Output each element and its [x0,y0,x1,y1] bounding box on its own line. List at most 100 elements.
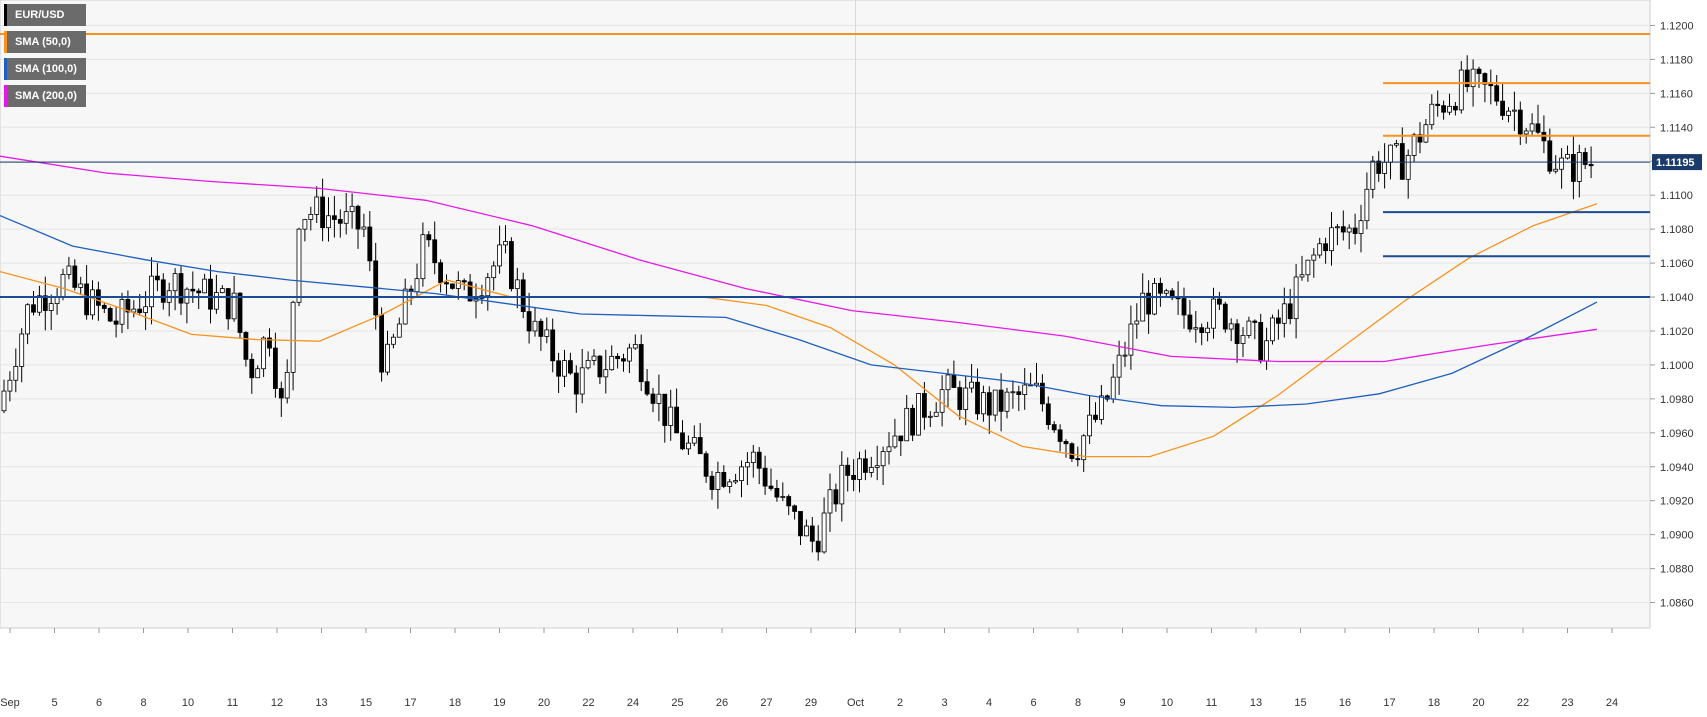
candle-body [1281,303,1287,324]
candle-body [119,298,125,325]
x-tick-label: Sep [0,697,20,709]
x-tick-label: 18 [449,697,461,709]
candle-body [160,279,166,303]
x-tick-label: 15 [360,697,372,709]
candle-body [727,481,733,487]
candle-body [1523,130,1529,135]
x-tick-label: 8 [140,697,146,709]
candle-body [337,219,343,224]
legend-label-sma50: SMA (50,0) [15,36,71,48]
candle-body [1016,391,1022,395]
candle-body [638,344,644,383]
candle-body [1394,143,1399,146]
candle-body [1146,292,1151,315]
y-tick-label: 1.1080 [1660,224,1694,236]
legend-swatch-symbol [4,4,7,26]
x-tick-label: 10 [1161,697,1173,709]
y-tick-label: 1.1140 [1660,122,1693,134]
candle-body [1305,259,1311,276]
candle-body [1323,243,1328,252]
y-tick-label: 1.0980 [1660,394,1694,406]
candle-body [455,280,461,289]
candle-body [231,292,237,320]
candle-body [1335,226,1340,229]
candle-body [1317,243,1323,256]
candle-body [414,278,420,293]
candle-body [72,265,78,288]
legend: EUR/USD SMA (50,0) SMA (100,0) SMA (200,… [4,4,86,112]
candle-body [1063,441,1069,445]
x-tick-label: 24 [627,697,639,709]
candle-body [975,381,980,415]
x-tick-label: 3 [941,697,947,709]
sma200-line [0,155,1598,363]
candle-body [833,489,839,505]
candle-body [1382,161,1387,174]
candle-body [1181,298,1187,316]
candle-body [367,226,373,262]
candle-body [1276,317,1281,324]
x-tick-label: 20 [538,697,550,709]
candle-body [355,205,361,230]
x-tick-label: 20 [1472,697,1484,709]
candle-body [444,282,449,285]
candle-body [886,446,892,452]
x-tick-label: 17 [1383,697,1395,709]
candle-body [1045,403,1051,425]
candle-body [1134,320,1140,325]
candle-body [420,234,426,280]
x-tick-label: 25 [671,697,683,709]
x-tick-label: 12 [271,697,283,709]
price-marker [1652,154,1702,171]
candle-body [815,540,821,553]
y-tick-label: 1.1000 [1660,360,1694,372]
candle-body [503,241,508,246]
candle-body [143,306,149,313]
candle-body [1075,458,1081,461]
candle-body [25,304,31,335]
candle-body [1340,226,1346,233]
legend-item-sma50[interactable]: SMA (50,0) [4,31,86,53]
candle-body [1093,414,1098,420]
candle-body [131,308,137,313]
candle-body [1034,382,1039,386]
y-tick-label: 1.0860 [1660,598,1694,610]
y-tick-label: 1.0960 [1660,428,1694,440]
candle-body [786,496,792,507]
candle-body [331,215,337,220]
candle-body [125,298,131,313]
legend-swatch-sma200 [4,85,7,107]
candle-body [1022,384,1028,395]
legend-item-sma100[interactable]: SMA (100,0) [4,58,86,80]
legend-item-sma200[interactable]: SMA (200,0) [4,85,86,107]
candle-body [709,475,715,490]
candle-body [992,389,998,416]
candle-body [550,329,556,362]
candle-body [1364,188,1370,222]
legend-item-symbol[interactable]: EUR/USD [4,4,86,26]
legend-swatch-sma50 [4,31,7,53]
x-tick-label: 2 [897,697,903,709]
candle-body [927,415,933,418]
candle-body [1565,154,1570,159]
candle-body [290,301,296,373]
candle-body [149,275,154,308]
candle-body [1,390,7,412]
candle-body [756,451,762,469]
y-tick-label: 1.1100 [1660,190,1693,202]
candle-body [42,295,48,311]
candle-body [792,505,797,512]
candle-body [591,355,597,361]
candle-body [998,389,1004,412]
candle-body [863,458,868,473]
candle-body [225,288,231,320]
candle-body [1464,69,1470,88]
candle-body [526,311,532,332]
candle-body [573,372,579,395]
candle-body [898,435,904,442]
candle-body [1187,314,1193,330]
candle-body [1547,140,1553,172]
candle-body [1517,109,1523,135]
